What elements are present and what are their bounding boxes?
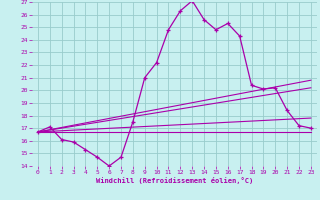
- X-axis label: Windchill (Refroidissement éolien,°C): Windchill (Refroidissement éolien,°C): [96, 177, 253, 184]
